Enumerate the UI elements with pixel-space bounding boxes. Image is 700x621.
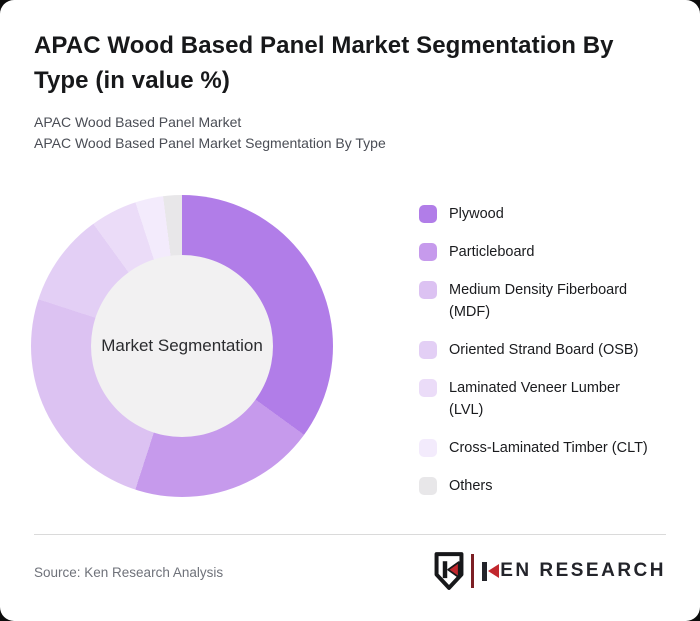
legend-label: Others xyxy=(449,478,493,494)
legend-swatch xyxy=(419,439,437,457)
donut-chart[interactable]: Market Segmentation xyxy=(31,195,333,497)
legend-swatch xyxy=(419,379,437,397)
legend-item[interactable]: Cross-Laminated Timber (CLT) xyxy=(419,437,665,459)
subtitle-market-name: APAC Wood Based Panel Market xyxy=(34,114,242,130)
wordmark-k-stem xyxy=(482,561,487,581)
legend-item[interactable]: Plywood xyxy=(419,203,665,225)
legend-label: Plywood xyxy=(449,206,504,222)
logo-wordmark: EN RESEARCH xyxy=(482,560,666,582)
logo-divider-bar xyxy=(471,554,475,588)
legend-label: Laminated Veneer Lumber (LVL) xyxy=(449,380,620,418)
legend-swatch xyxy=(419,205,437,223)
legend-label: Particleboard xyxy=(449,244,535,260)
page-title: APAC Wood Based Panel Market Segmentatio… xyxy=(34,32,614,94)
wordmark-k-triangle-icon xyxy=(488,564,500,578)
source-note: Source: Ken Research Analysis xyxy=(34,565,224,580)
legend-item[interactable]: Medium Density Fiberboard (MDF) xyxy=(419,279,665,323)
legend-item[interactable]: Oriented Strand Board (OSB) xyxy=(419,339,665,361)
legend-swatch xyxy=(419,477,437,495)
chart-legend: Plywood Particleboard Medium Density Fiber… xyxy=(419,203,665,497)
chart-subtitles: APAC Wood Based Panel Market APAC Wood B… xyxy=(34,112,386,154)
legend-swatch xyxy=(419,281,437,299)
footer-divider xyxy=(34,534,666,535)
legend-label: Cross-Laminated Timber (CLT) xyxy=(449,440,648,456)
legend-swatch xyxy=(419,243,437,261)
legend-label: Oriented Strand Board (OSB) xyxy=(449,342,639,358)
legend-swatch xyxy=(419,341,437,359)
legend-label: Medium Density Fiberboard (MDF) xyxy=(449,282,628,320)
legend-item[interactable]: Particleboard xyxy=(419,241,665,263)
shield-k-icon xyxy=(434,552,464,590)
legend-item[interactable]: Laminated Veneer Lumber (LVL) xyxy=(419,377,665,421)
ken-research-logo: EN RESEARCH xyxy=(433,550,666,592)
wordmark-text: EN RESEARCH xyxy=(500,560,666,581)
subtitle-segmentation: APAC Wood Based Panel Market Segmentatio… xyxy=(34,135,386,151)
donut-center-label: Market Segmentation xyxy=(101,336,263,355)
donut-center: Market Segmentation xyxy=(91,255,273,437)
legend-item[interactable]: Others xyxy=(419,475,665,497)
